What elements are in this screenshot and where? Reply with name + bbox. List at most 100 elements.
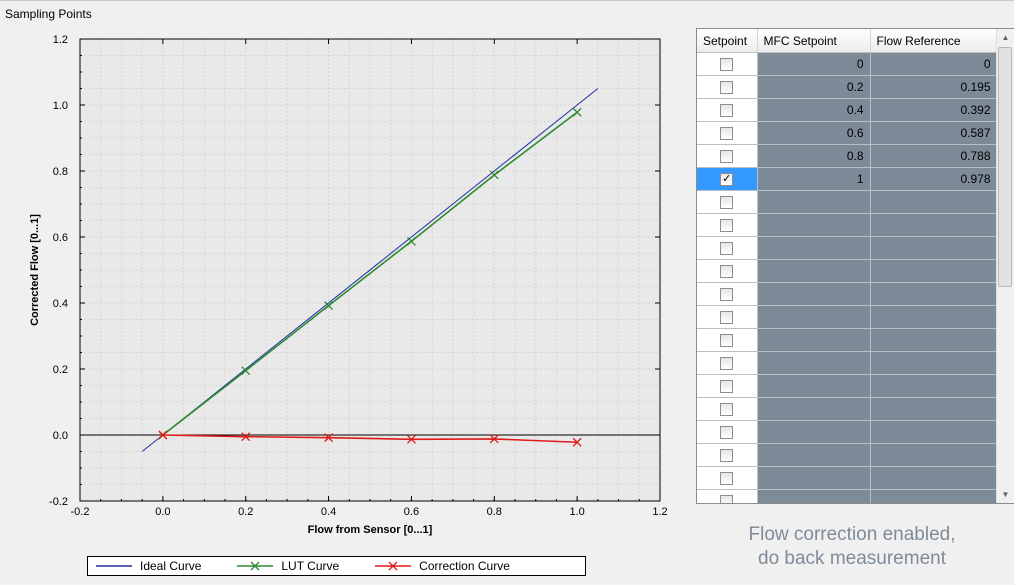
setpoint-checkbox[interactable] [720,58,734,72]
mfc-setpoint-cell[interactable] [757,282,871,306]
mfc-setpoint-cell[interactable]: 0.2 [757,75,871,99]
setpoint-cell[interactable] [697,489,758,503]
table-row[interactable] [697,190,998,214]
flow-reference-cell[interactable] [870,420,998,444]
table-row[interactable]: ✓ 1 0.978 [697,167,998,191]
setpoint-cell[interactable] [697,351,758,375]
table-row[interactable] [697,236,998,260]
table-row[interactable] [697,374,998,398]
flow-reference-cell[interactable]: 0.587 [870,121,998,145]
setpoint-cell[interactable] [697,443,758,467]
table-row[interactable] [697,282,998,306]
table-row[interactable] [697,489,998,503]
setpoint-checkbox[interactable] [720,288,734,302]
flow-reference-cell[interactable] [870,443,998,467]
flow-reference-cell[interactable] [870,305,998,329]
flow-reference-cell[interactable]: 0.978 [870,167,998,191]
flow-reference-cell[interactable]: 0 [870,52,998,76]
table-row[interactable] [697,305,998,329]
flow-reference-cell[interactable] [870,466,998,490]
mfc-setpoint-cell[interactable] [757,466,871,490]
flow-reference-cell[interactable] [870,397,998,421]
mfc-setpoint-cell[interactable] [757,305,871,329]
mfc-setpoint-cell[interactable]: 0 [757,52,871,76]
vertical-scrollbar[interactable]: ▲ ▼ [996,29,1014,503]
setpoint-cell[interactable] [697,305,758,329]
flow-reference-cell[interactable] [870,351,998,375]
setpoint-cell[interactable] [697,466,758,490]
mfc-setpoint-cell[interactable]: 0.8 [757,144,871,168]
flow-reference-cell[interactable]: 0.195 [870,75,998,99]
setpoint-checkbox[interactable] [720,196,734,210]
mfc-setpoint-cell[interactable] [757,236,871,260]
setpoint-checkbox[interactable] [720,426,734,440]
flow-reference-cell[interactable] [870,328,998,352]
table-row[interactable] [697,443,998,467]
table-row[interactable]: 0.8 0.788 [697,144,998,168]
col-header-flow-reference[interactable]: Flow Reference [870,29,998,53]
setpoint-checkbox[interactable]: ✓ [720,173,734,187]
flow-reference-cell[interactable] [870,282,998,306]
flow-reference-cell[interactable]: 0.788 [870,144,998,168]
col-header-mfc-setpoint[interactable]: MFC Setpoint [757,29,871,53]
table-row[interactable] [697,328,998,352]
setpoint-checkbox[interactable] [720,104,734,118]
table-row[interactable] [697,259,998,283]
mfc-setpoint-cell[interactable] [757,397,871,421]
setpoint-cell[interactable] [697,98,758,122]
scroll-down-arrow-icon[interactable]: ▼ [1001,490,1010,499]
mfc-setpoint-cell[interactable] [757,374,871,398]
mfc-setpoint-cell[interactable] [757,259,871,283]
table-row[interactable] [697,351,998,375]
col-header-setpoint[interactable]: Setpoint [697,29,758,53]
setpoint-checkbox[interactable] [720,311,734,325]
setpoint-checkbox[interactable] [720,380,734,394]
setpoint-checkbox[interactable] [720,449,734,463]
table-row[interactable] [697,397,998,421]
setpoint-cell[interactable] [697,52,758,76]
setpoint-cell[interactable] [697,397,758,421]
setpoint-cell[interactable]: ✓ [697,167,758,191]
setpoint-checkbox[interactable] [720,127,734,141]
mfc-setpoint-cell[interactable] [757,351,871,375]
flow-reference-cell[interactable] [870,489,998,503]
setpoint-checkbox[interactable] [720,403,734,417]
setpoint-cell[interactable] [697,259,758,283]
table-row[interactable]: 0.6 0.587 [697,121,998,145]
table-row[interactable]: 0.4 0.392 [697,98,998,122]
setpoint-cell[interactable] [697,420,758,444]
setpoint-cell[interactable] [697,190,758,214]
table-row[interactable] [697,420,998,444]
mfc-setpoint-cell[interactable] [757,443,871,467]
table-row[interactable] [697,466,998,490]
setpoint-checkbox[interactable] [720,150,734,164]
setpoint-checkbox[interactable] [720,495,734,503]
flow-reference-cell[interactable] [870,374,998,398]
setpoint-checkbox[interactable] [720,334,734,348]
setpoint-cell[interactable] [697,144,758,168]
setpoint-checkbox[interactable] [720,81,734,95]
table-row[interactable]: 0.2 0.195 [697,75,998,99]
setpoint-checkbox[interactable] [720,265,734,279]
setpoint-checkbox[interactable] [720,357,734,371]
mfc-setpoint-cell[interactable] [757,213,871,237]
setpoint-checkbox[interactable] [720,242,734,256]
mfc-setpoint-cell[interactable] [757,328,871,352]
mfc-setpoint-cell[interactable] [757,190,871,214]
flow-reference-cell[interactable] [870,259,998,283]
flow-reference-cell[interactable] [870,236,998,260]
mfc-setpoint-cell[interactable]: 1 [757,167,871,191]
scroll-thumb[interactable] [998,47,1012,287]
flow-reference-cell[interactable]: 0.392 [870,98,998,122]
setpoint-cell[interactable] [697,75,758,99]
mfc-setpoint-cell[interactable] [757,489,871,503]
setpoint-cell[interactable] [697,121,758,145]
flow-reference-cell[interactable] [870,213,998,237]
setpoint-cell[interactable] [697,236,758,260]
flow-reference-cell[interactable] [870,190,998,214]
setpoint-cell[interactable] [697,213,758,237]
mfc-setpoint-cell[interactable]: 0.6 [757,121,871,145]
table-row[interactable] [697,213,998,237]
mfc-setpoint-cell[interactable]: 0.4 [757,98,871,122]
